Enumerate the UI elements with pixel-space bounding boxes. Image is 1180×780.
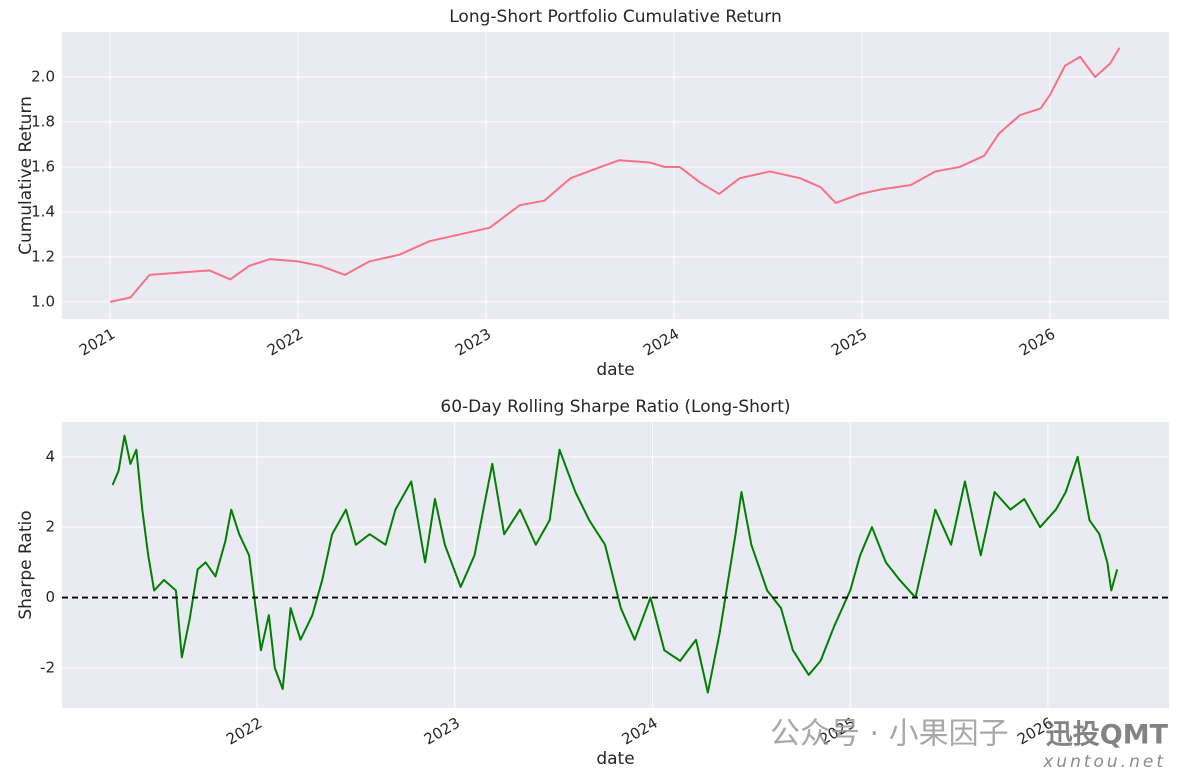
watermark-site: xuntou.net: [1042, 752, 1166, 772]
x-axis-label: date: [596, 749, 634, 769]
y-tick-label: 2.0: [31, 67, 55, 85]
x-tick-label: 2023: [452, 325, 494, 360]
x-tick-label: 2025: [828, 325, 870, 360]
chart-title: Long-Short Portfolio Cumulative Return: [449, 7, 781, 27]
watermark-brand: 迅投QMT: [1046, 720, 1169, 751]
watermark-text: 公众号 · 小果因子: [770, 717, 1009, 752]
y-tick-label: 1.6: [31, 157, 55, 175]
y-tick-label: 4: [45, 447, 55, 465]
x-tick-label: 2022: [264, 325, 306, 360]
x-tick-label: 2023: [421, 714, 463, 749]
x-tick-label: 2024: [640, 325, 682, 360]
y-tick-label: 1.4: [31, 202, 55, 220]
y-tick-label: 1.0: [31, 292, 55, 310]
y-tick-label: 0: [45, 588, 55, 606]
data-line: [111, 434, 1119, 694]
y-axis-label: Sharpe Ratio: [16, 510, 36, 619]
y-tick-label: 1.8: [31, 112, 55, 130]
y-axis-label: Cumulative Return: [16, 96, 36, 255]
plot-background: [62, 32, 1169, 319]
y-tick-label: -2: [40, 658, 55, 676]
y-tick-label: 2: [45, 518, 55, 536]
x-tick-label: 2026: [1016, 325, 1058, 360]
x-tick-label: 2022: [223, 714, 265, 749]
x-tick-label: 2021: [76, 325, 118, 360]
data-line: [109, 47, 1121, 303]
x-tick-label: 2024: [619, 714, 661, 749]
chart-title: 60-Day Rolling Sharpe Ratio (Long-Short): [440, 397, 790, 417]
y-tick-label: 1.2: [31, 247, 55, 265]
plot-background: [62, 422, 1169, 708]
x-axis-label: date: [596, 360, 634, 380]
